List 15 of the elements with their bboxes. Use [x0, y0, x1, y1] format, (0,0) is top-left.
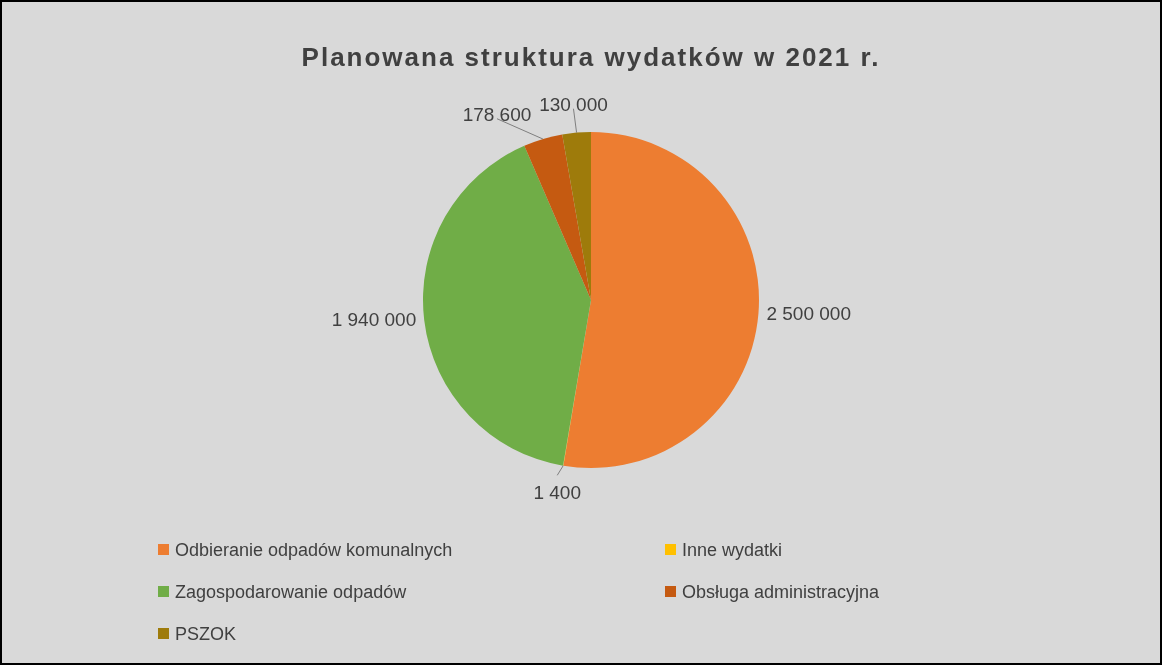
legend-label: Zagospodarowanie odpadów: [175, 582, 408, 602]
data-label: 1 940 000: [331, 309, 417, 331]
data-label: 2 500 000: [766, 302, 851, 324]
legend-label: Obsługa administracyjna: [682, 582, 881, 602]
chart-title: Planowana struktura wydatków w 2021 r.: [301, 42, 881, 72]
legend-label: PSZOK: [175, 624, 237, 644]
legend-label: Inne wydatki: [682, 540, 783, 560]
data-label: 130 000: [539, 93, 608, 115]
pie-slice: [562, 132, 591, 300]
pie-slice: [423, 145, 591, 466]
pie-slice: [563, 132, 759, 468]
data-label: 178 600: [462, 103, 532, 125]
data-label: 1 400: [533, 482, 582, 504]
pie-slice: [524, 134, 591, 300]
legend-label: Odbieranie odpadów komunalnych: [175, 540, 453, 560]
